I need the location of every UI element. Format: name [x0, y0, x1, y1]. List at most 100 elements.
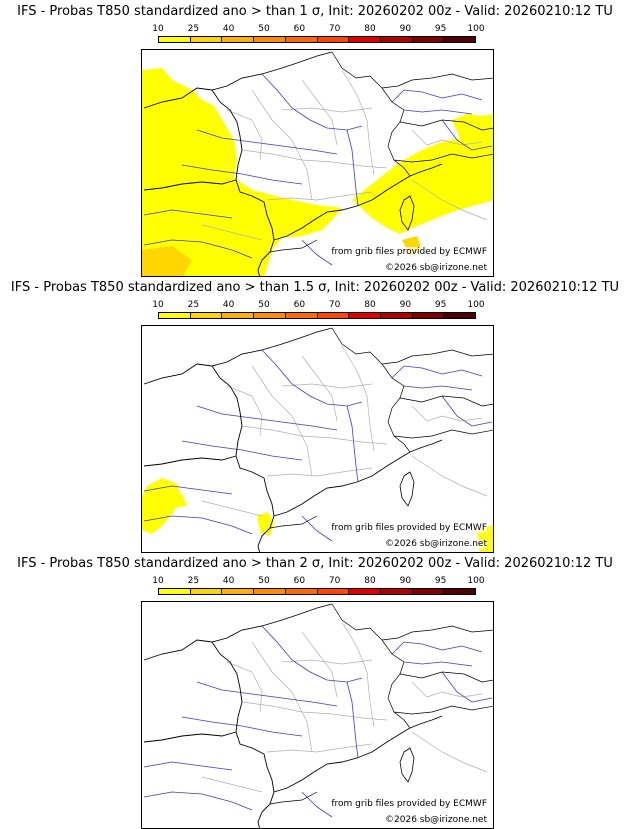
colorbar-scale	[158, 312, 476, 319]
panel-title: IFS - Probas T850 standardized ano > tha…	[17, 4, 613, 19]
colorbar-segment	[380, 589, 413, 594]
colorbar-segment	[349, 589, 381, 594]
admin-boundary	[341, 621, 375, 728]
river	[196, 129, 338, 155]
admin-boundary	[241, 425, 388, 445]
colorbar-label: 100	[467, 300, 485, 310]
colorbar-label: 70	[328, 576, 341, 586]
admin-boundary	[301, 355, 338, 422]
coastline	[143, 327, 443, 552]
colorbar-segment	[285, 313, 318, 318]
colorbar-label: 90	[399, 576, 412, 586]
river	[346, 681, 359, 759]
colorbar-label: 40	[222, 24, 235, 34]
grib-credit: from grib files provided by ECMWF	[331, 247, 487, 257]
river	[441, 671, 493, 703]
colorbar-segment	[412, 589, 445, 594]
colorbar-segment	[444, 589, 476, 594]
colorbar-segment	[254, 37, 286, 42]
admin-boundary	[411, 455, 488, 497]
colorbar-label: 10	[152, 24, 164, 34]
river	[196, 405, 338, 431]
colorbar-segment	[317, 37, 350, 42]
admin-boundary	[251, 641, 313, 753]
colorbar-label: 25	[187, 300, 200, 310]
admin-boundary	[266, 191, 373, 201]
colorbar-label: 25	[187, 576, 200, 586]
colorbar-segment	[380, 37, 413, 42]
river	[143, 485, 233, 495]
probability-area-25	[142, 236, 422, 276]
river	[261, 73, 363, 131]
admin-boundary	[341, 69, 375, 176]
admin-boundary	[281, 659, 373, 665]
river	[181, 440, 303, 461]
corsica-outline	[399, 747, 415, 783]
river	[196, 681, 338, 707]
river	[441, 395, 493, 427]
river	[391, 365, 483, 379]
grib-credit: from grib files provided by ECMWF	[331, 799, 487, 809]
river	[441, 119, 493, 151]
probability-area	[352, 126, 493, 234]
admin-boundary	[266, 467, 373, 477]
probability-map: from grib files provided by ECMWF ©2026 …	[141, 325, 494, 553]
panel-1: IFS - Probas T850 standardized ano > tha…	[0, 0, 630, 277]
colorbar-label: 25	[187, 24, 200, 34]
river	[403, 661, 473, 667]
river	[181, 716, 303, 737]
colorbar-segment	[159, 313, 191, 318]
country-border	[269, 603, 493, 805]
colorbar-label: 10	[152, 576, 164, 586]
river	[301, 791, 333, 818]
panel-2: IFS - Probas T850 standardized ano > tha…	[0, 276, 630, 553]
river	[391, 641, 483, 655]
colorbar-label: 90	[399, 24, 412, 34]
colorbar-segment	[222, 37, 255, 42]
colorbar-scale	[158, 588, 476, 595]
copyright-credit: ©2026 sb@irizone.net	[385, 815, 487, 825]
colorbar-label: 60	[293, 576, 306, 586]
river	[143, 209, 233, 219]
admin-boundary	[226, 385, 263, 437]
probability-map: from grib files provided by ECMWF ©2026 …	[141, 601, 494, 829]
country-border	[269, 51, 493, 253]
colorbar: 10 25 40 50 60 70 80 90 95 100	[152, 576, 485, 596]
colorbar-segment	[190, 589, 223, 594]
admin-boundary	[241, 701, 388, 721]
colorbar-segment	[190, 37, 223, 42]
admin-boundary	[281, 107, 373, 113]
probability-area	[257, 512, 274, 536]
colorbar-segment	[254, 589, 286, 594]
admin-boundary	[411, 179, 488, 221]
map-canvas	[143, 603, 493, 828]
corsica-outline	[399, 195, 415, 231]
probability-area	[452, 114, 493, 142]
colorbar-label: 100	[467, 576, 485, 586]
probability-map: from grib files provided by ECMWF ©2026 …	[141, 49, 494, 277]
colorbar-label: 40	[222, 576, 235, 586]
river	[143, 791, 253, 811]
admin-boundary	[251, 365, 313, 477]
colorbar-scale	[158, 36, 476, 43]
admin-boundary	[281, 383, 373, 389]
colorbar-label: 80	[364, 576, 376, 586]
river	[181, 164, 303, 185]
colorbar-segment	[444, 37, 476, 42]
probability-area	[142, 68, 342, 276]
colorbar-label: 80	[364, 24, 376, 34]
colorbar-segment	[159, 589, 191, 594]
colorbar-segment	[412, 37, 445, 42]
river	[346, 129, 359, 207]
admin-boundary	[226, 661, 263, 713]
admin-boundary	[201, 776, 263, 793]
river	[261, 625, 363, 683]
river	[143, 761, 233, 771]
panel-title: IFS - Probas T850 standardized ano > tha…	[10, 280, 620, 295]
colorbar-segment	[380, 313, 413, 318]
colorbar-label: 60	[293, 300, 306, 310]
admin-boundary	[411, 681, 483, 698]
colorbar-segment	[222, 589, 255, 594]
colorbar-label: 95	[434, 576, 447, 586]
coastline	[143, 51, 443, 276]
